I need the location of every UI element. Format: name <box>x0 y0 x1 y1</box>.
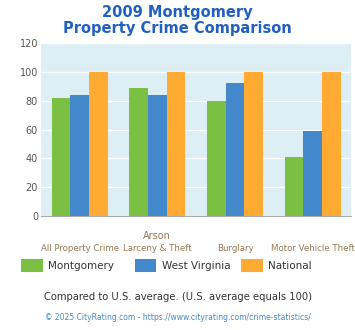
Bar <box>322 72 340 216</box>
Text: National: National <box>268 261 312 271</box>
Bar <box>148 95 166 216</box>
Bar <box>129 88 148 216</box>
Text: Burglary: Burglary <box>217 244 253 253</box>
Bar <box>89 72 108 216</box>
Text: West Virginia: West Virginia <box>162 261 230 271</box>
Text: Larceny & Theft: Larceny & Theft <box>123 244 192 253</box>
Bar <box>70 95 89 216</box>
Text: Property Crime Comparison: Property Crime Comparison <box>63 21 292 36</box>
Bar <box>226 83 244 216</box>
Text: Motor Vehicle Theft: Motor Vehicle Theft <box>271 244 355 253</box>
Text: Arson: Arson <box>143 231 171 241</box>
Bar <box>207 101 226 216</box>
Text: All Property Crime: All Property Crime <box>40 244 119 253</box>
Text: Montgomery: Montgomery <box>48 261 114 271</box>
Bar <box>52 98 70 216</box>
Bar <box>285 157 303 216</box>
Text: © 2025 CityRating.com - https://www.cityrating.com/crime-statistics/: © 2025 CityRating.com - https://www.city… <box>45 314 310 322</box>
Bar <box>166 72 185 216</box>
Bar <box>303 131 322 216</box>
Text: Compared to U.S. average. (U.S. average equals 100): Compared to U.S. average. (U.S. average … <box>44 292 311 302</box>
Text: 2009 Montgomery: 2009 Montgomery <box>102 5 253 20</box>
Bar <box>244 72 263 216</box>
